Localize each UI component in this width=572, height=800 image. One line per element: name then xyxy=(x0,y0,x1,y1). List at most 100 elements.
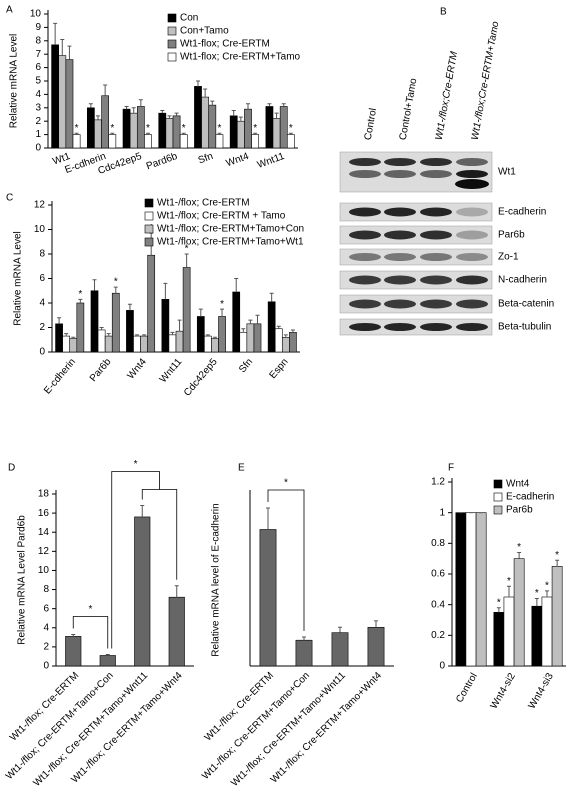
bar xyxy=(493,612,505,667)
significance-mark: * xyxy=(89,604,93,615)
bar xyxy=(541,596,553,667)
y-tick-label: 6 xyxy=(39,273,45,284)
error-bar xyxy=(146,132,150,135)
significance-mark: * xyxy=(253,123,257,134)
significance-mark: * xyxy=(146,123,150,134)
bar xyxy=(97,329,106,353)
bar xyxy=(218,316,226,353)
legend-swatch xyxy=(144,224,154,234)
legend-label: E-cadherin xyxy=(506,492,554,503)
y-tick-label: 4 xyxy=(39,298,45,309)
row-label: N-cadherin xyxy=(498,275,547,286)
error-bar xyxy=(507,585,511,597)
error-bar xyxy=(135,334,140,337)
bar xyxy=(136,106,145,149)
y-tick-label: 2 xyxy=(43,642,49,653)
y-tick-label: 0 xyxy=(43,661,49,672)
error-bar xyxy=(338,626,342,633)
error-bar xyxy=(160,109,165,114)
error-bar xyxy=(88,103,93,108)
error-bar xyxy=(60,38,65,56)
error-bar xyxy=(127,303,132,311)
significance-mark: * xyxy=(114,277,118,288)
error-bar xyxy=(234,278,239,292)
x-tick-label: Wnt11 xyxy=(256,151,287,171)
blot-band xyxy=(420,230,452,240)
x-tick-label: Wnt4-si2 xyxy=(489,671,518,711)
blot-band xyxy=(456,299,488,309)
error-bar xyxy=(534,598,539,607)
bar xyxy=(69,338,78,353)
x-tick-label: Wnt11 xyxy=(158,356,185,385)
bar xyxy=(367,626,385,667)
y-tick-label: 1 xyxy=(35,129,41,140)
comparison-bracket xyxy=(141,489,178,580)
comparison-bracket xyxy=(267,489,305,631)
y-tick-label: 3 xyxy=(35,102,41,113)
error-bar xyxy=(181,132,186,135)
bar xyxy=(274,328,283,353)
bar xyxy=(62,335,71,353)
bar xyxy=(147,254,156,353)
blot-band xyxy=(456,230,488,240)
error-bar xyxy=(113,286,118,294)
bar xyxy=(51,44,60,149)
x-tick-label: Cdc42ep5 xyxy=(182,356,220,398)
blot-band xyxy=(456,170,488,178)
error-bar xyxy=(217,132,222,135)
bar xyxy=(111,292,120,353)
panel-letter: E xyxy=(238,463,245,474)
error-bar xyxy=(496,607,501,613)
significance-mark: * xyxy=(75,123,79,134)
y-tick-label: 8 xyxy=(39,249,45,260)
legend-swatch xyxy=(167,13,177,23)
x-tick-label: Wnt4-si3 xyxy=(527,671,556,711)
x-tick-label: Par6b xyxy=(88,356,114,384)
error-bar xyxy=(269,292,274,302)
panel-letter: F xyxy=(448,463,454,474)
legend-swatch xyxy=(493,492,503,502)
blot-band xyxy=(455,179,489,189)
bar xyxy=(129,112,138,149)
legend-label: Con+Tamo xyxy=(180,26,229,37)
significance-mark: * xyxy=(507,576,511,587)
lane-label: Wt1-/flox;Cre-ERTM xyxy=(434,50,461,141)
bar xyxy=(286,134,295,149)
significance-mark: * xyxy=(217,123,221,134)
blot-band xyxy=(456,158,488,166)
legend-swatch xyxy=(167,26,177,36)
blot-band xyxy=(349,299,381,309)
blot-band xyxy=(384,323,416,331)
error-bar xyxy=(220,308,225,317)
row-label: Beta-tubulin xyxy=(498,322,551,333)
panel-letter: A xyxy=(6,5,13,16)
bar xyxy=(267,301,276,353)
bar xyxy=(126,310,134,353)
bar xyxy=(101,95,110,149)
bar xyxy=(108,134,117,149)
error-bar xyxy=(184,253,189,268)
blot-band xyxy=(349,323,381,331)
y-tick-label: 4 xyxy=(35,89,41,100)
error-bar xyxy=(131,107,136,114)
row-label: Zo-1 xyxy=(498,252,519,263)
bar xyxy=(551,566,563,667)
error-bar xyxy=(288,132,293,135)
error-bar xyxy=(517,552,522,559)
blot-band xyxy=(349,170,381,178)
legend-label: Wnt4 xyxy=(506,479,530,490)
y-tick-label: 8 xyxy=(35,35,41,46)
bar xyxy=(65,636,82,667)
bar xyxy=(265,106,274,149)
error-bar xyxy=(238,116,243,122)
bar xyxy=(215,134,224,149)
bar xyxy=(232,291,241,353)
error-bar xyxy=(105,654,110,656)
blot-band xyxy=(384,207,416,217)
bar xyxy=(140,335,148,353)
error-bar xyxy=(555,559,560,567)
error-bar xyxy=(138,99,143,107)
blot-band xyxy=(349,230,381,240)
